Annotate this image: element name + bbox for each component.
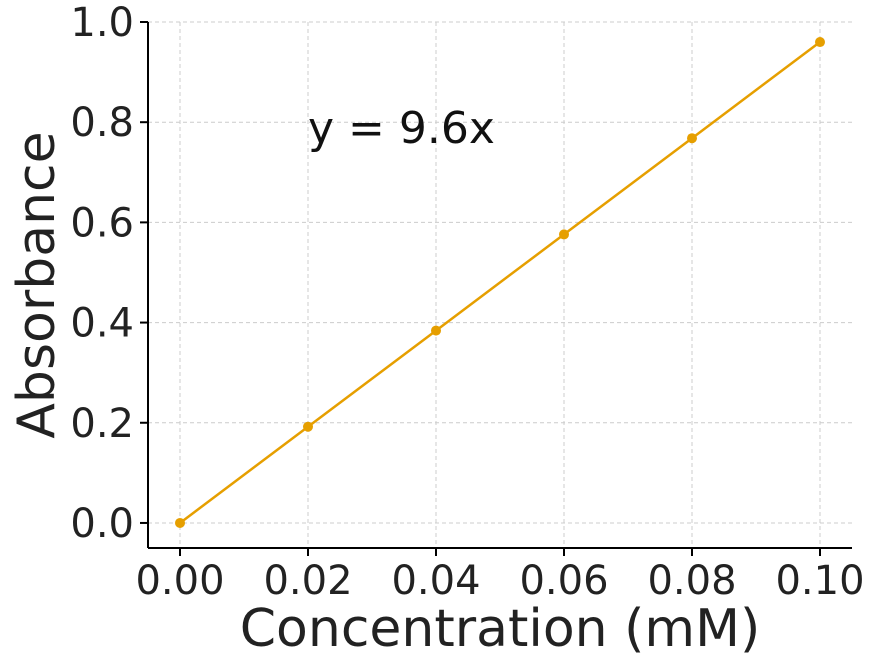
grid [148, 21, 852, 548]
y-axis-label: Absorbance [7, 131, 67, 438]
x-tick-label: 0.02 [263, 558, 352, 604]
y-tick-label: 0.8 [70, 100, 134, 146]
y-tick-label: 1.0 [70, 0, 134, 46]
x-tick-label: 0.00 [135, 558, 224, 604]
y-tick-label: 0.0 [70, 501, 134, 547]
y-tick-label: 0.4 [70, 301, 134, 347]
equation-annotation: y = 9.6x [308, 103, 495, 154]
annotation-layer: y = 9.6x [308, 103, 495, 154]
axes [147, 22, 852, 549]
x-tick-label: 0.10 [775, 558, 864, 604]
series-line [179, 41, 821, 524]
x-tick-label: 0.06 [519, 558, 608, 604]
data-point [687, 133, 697, 144]
y-ticks: 0.0 0.2 0.4 0.6 0.8 1.0 [70, 0, 148, 547]
x-ticks: 0.00 0.02 0.04 0.06 0.08 0.10 [135, 548, 865, 604]
x-axis-label: Concentration (mM) [240, 599, 760, 659]
y-tick-label: 0.2 [70, 401, 134, 447]
y-tick-label: 0.6 [70, 200, 134, 246]
data-point [815, 37, 825, 48]
data-point [303, 421, 313, 432]
x-tick-label: 0.08 [647, 558, 736, 604]
data-point [559, 229, 569, 240]
data-point [175, 517, 185, 528]
series-layer [175, 37, 825, 528]
data-point [431, 325, 441, 336]
x-tick-label: 0.04 [391, 558, 480, 604]
